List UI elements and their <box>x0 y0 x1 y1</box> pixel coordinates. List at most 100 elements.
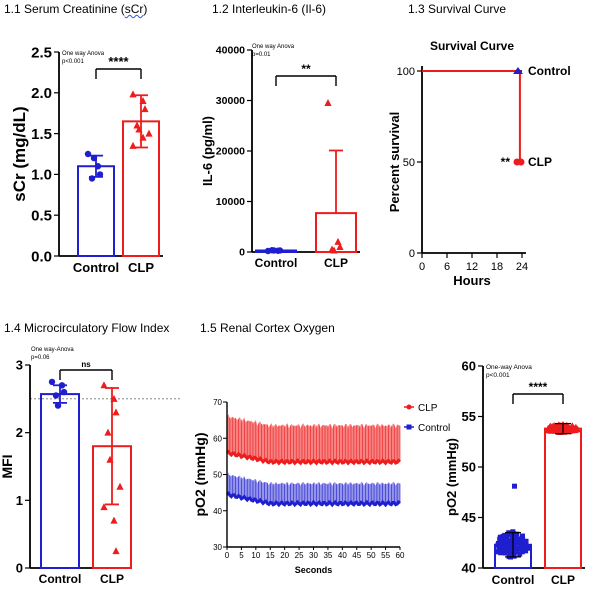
y-axis-label: pO2 (mmHg) <box>444 438 459 516</box>
clp-data-point <box>110 394 118 402</box>
control-end-marker <box>513 67 523 74</box>
y-tick-label: 100 <box>397 66 415 78</box>
control-mean-line <box>226 491 401 508</box>
control-data-point <box>96 171 104 178</box>
x-tick-label: 5 <box>239 551 244 560</box>
x-tick-label: 15 <box>266 551 275 560</box>
control-data-point <box>519 533 525 539</box>
y-tick-label: 40000 <box>216 45 245 57</box>
clp-data-point <box>547 423 554 430</box>
clp-data-point <box>112 408 120 416</box>
caption-serum-creatinine: 1.1 Serum Creatinine (sCr) <box>4 2 147 16</box>
control-data-point <box>52 392 60 399</box>
clp-data-point <box>145 129 153 137</box>
x-tick-label: 60 <box>396 551 405 560</box>
clp-series-label: CLP <box>528 155 552 169</box>
chart-title: Survival Curve <box>430 39 514 53</box>
control-data-point <box>509 543 515 549</box>
clp-end-marker <box>513 158 521 166</box>
control-data-point <box>270 247 278 254</box>
x-tick-label: 6 <box>444 261 450 273</box>
caption-renal-oxygen: 1.5 Renal Cortex Oxygen <box>200 321 335 335</box>
x-tick-label: 0 <box>225 551 230 560</box>
x-tick-label: 12 <box>466 261 478 273</box>
clp-data-point <box>567 426 574 433</box>
clp-bar <box>315 212 357 254</box>
control-data-point <box>503 537 509 543</box>
x-category-label: CLP <box>100 572 124 586</box>
clp-data-point <box>100 503 108 511</box>
x-tick-label: 0 <box>419 261 425 273</box>
x-tick-label: 25 <box>295 551 304 560</box>
control-data-point <box>508 550 514 556</box>
clp-data-point <box>336 242 344 250</box>
control-data-point <box>516 536 522 542</box>
control-data-point <box>498 535 504 541</box>
control-data-point <box>502 550 508 556</box>
control-data-point <box>506 553 512 559</box>
x-category-label: Control <box>255 256 298 270</box>
control-data-point <box>496 546 502 552</box>
y-tick-label: 40 <box>213 507 222 516</box>
y-axis-label: IL-6 (pg/ml) <box>200 116 215 186</box>
anova-annotation: One way Anova <box>62 51 105 57</box>
control-data-point <box>523 541 529 547</box>
x-tick-label: 10 <box>251 551 260 560</box>
y-axis-label: pO2 (mmHg) <box>192 433 208 517</box>
anova-annotation: One way-Anova <box>31 347 74 353</box>
clp-data-point <box>572 424 579 431</box>
y-tick-label: 0 <box>409 248 415 260</box>
caption-text: 1.1 Serum Creatinine ( <box>4 2 125 16</box>
clp-bar <box>544 427 582 569</box>
anova-annotation: p<0.001 <box>62 59 85 65</box>
control-data-point <box>519 536 525 542</box>
control-data-point <box>512 534 518 540</box>
control-data-point <box>501 536 507 542</box>
y-tick-label: 60 <box>213 434 222 443</box>
control-data-point <box>501 543 507 549</box>
y-tick-label: 0.5 <box>31 207 52 224</box>
x-category-label: CLP <box>128 260 154 275</box>
y-axis-label: Percent survival <box>387 112 402 212</box>
legend-label: CLP <box>418 403 438 414</box>
y-tick-label: 55 <box>462 409 476 424</box>
y-tick-label: 1.5 <box>31 126 52 143</box>
y-tick-label: 40 <box>462 561 476 576</box>
y-tick-label: 70 <box>213 398 222 407</box>
y-axis-label: MFI <box>0 454 15 478</box>
control-data-point <box>513 538 519 544</box>
control-data-point <box>84 150 92 158</box>
y-tick-label: 50 <box>403 157 415 169</box>
control-data-point <box>58 382 66 389</box>
x-tick-label: 24 <box>516 261 528 273</box>
y-tick-label: 0.0 <box>31 248 52 265</box>
x-tick-label: 35 <box>323 551 332 560</box>
x-axis-label: Seconds <box>295 565 333 575</box>
caption-interleukin: 1.2 Interleukin-6 (Il-6) <box>212 2 327 16</box>
y-tick-label: 2.5 <box>31 44 52 61</box>
control-data-point <box>60 388 68 396</box>
clp-data-point <box>334 237 342 245</box>
legend-marker <box>406 404 412 410</box>
y-tick-label: 0 <box>16 561 23 576</box>
caption-mfi: 1.4 Microcirculatory Flow Index <box>4 321 170 335</box>
clp-data-point <box>104 428 112 436</box>
x-tick-label: 55 <box>381 551 390 560</box>
control-data-point <box>517 546 523 552</box>
significance-label: ns <box>81 360 91 369</box>
y-tick-label: 60 <box>462 359 476 374</box>
control-data-point <box>498 540 504 546</box>
clp-data-point <box>324 99 332 107</box>
clp-mean-line <box>226 449 401 466</box>
y-tick-label: 10000 <box>216 196 245 208</box>
x-tick-label: 18 <box>491 261 503 273</box>
y-tick-label: 1 <box>16 493 23 508</box>
y-tick-label: 30 <box>213 543 222 552</box>
control-data-point <box>513 547 519 553</box>
control-data-point <box>508 547 514 553</box>
anova-annotation: p=0.01 <box>252 52 271 58</box>
x-tick-label: 20 <box>280 551 289 560</box>
legend-label: Control <box>418 423 450 434</box>
control-data-point <box>88 175 96 182</box>
